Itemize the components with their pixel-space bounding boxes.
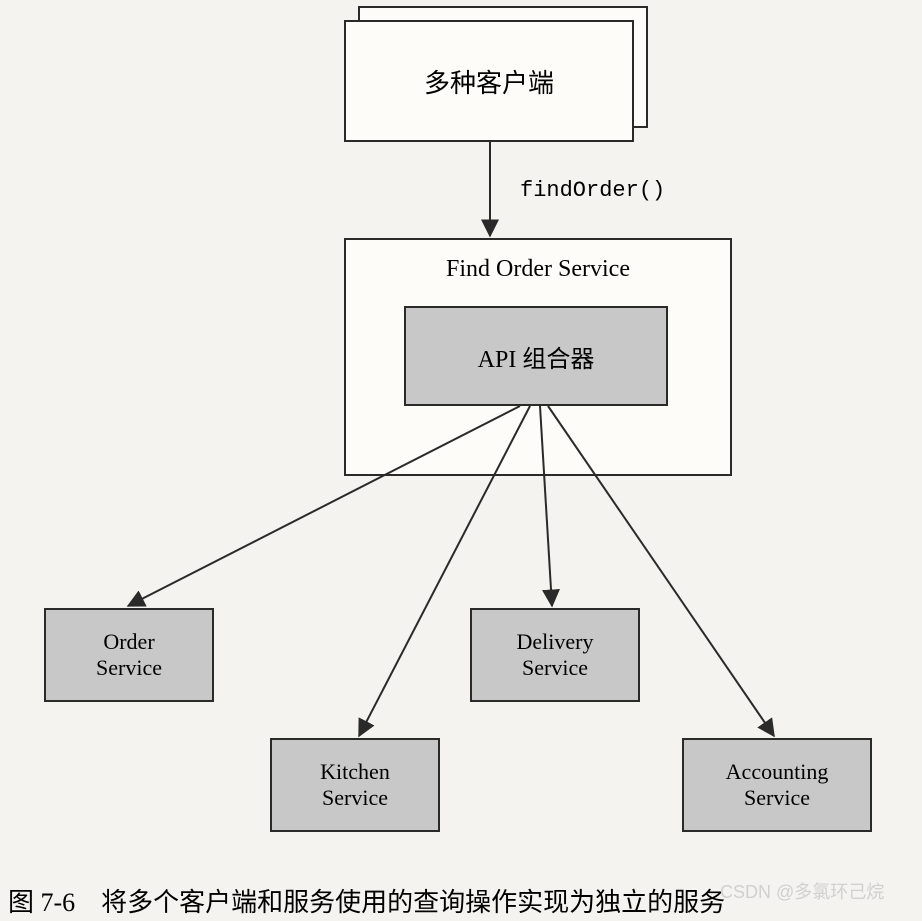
api-composer-label: API 组合器: [478, 339, 595, 374]
order-service-box: Order Service: [44, 608, 214, 702]
delivery-service-line1: Delivery: [517, 629, 594, 655]
delivery-service-line2: Service: [522, 655, 588, 681]
kitchen-service-box: Kitchen Service: [270, 738, 440, 832]
kitchen-service-line1: Kitchen: [320, 759, 390, 785]
figure-caption: 图 7-6 将多个客户端和服务使用的查询操作实现为独立的服务: [8, 882, 725, 919]
order-service-line1: Order: [103, 629, 154, 655]
find-order-service-title: Find Order Service: [346, 240, 730, 283]
kitchen-service-line2: Service: [322, 785, 388, 811]
delivery-service-box: Delivery Service: [470, 608, 640, 702]
clients-label: 多种客户端: [424, 63, 554, 100]
order-service-line2: Service: [96, 655, 162, 681]
api-composer-box: API 组合器: [404, 306, 668, 406]
accounting-service-line1: Accounting: [726, 759, 829, 785]
find-order-call-label: findOrder(): [520, 178, 665, 203]
watermark-text: CSDN @多氯环己烷: [720, 878, 884, 904]
clients-box: 多种客户端: [344, 20, 634, 142]
accounting-service-box: Accounting Service: [682, 738, 872, 832]
accounting-service-line2: Service: [744, 785, 810, 811]
